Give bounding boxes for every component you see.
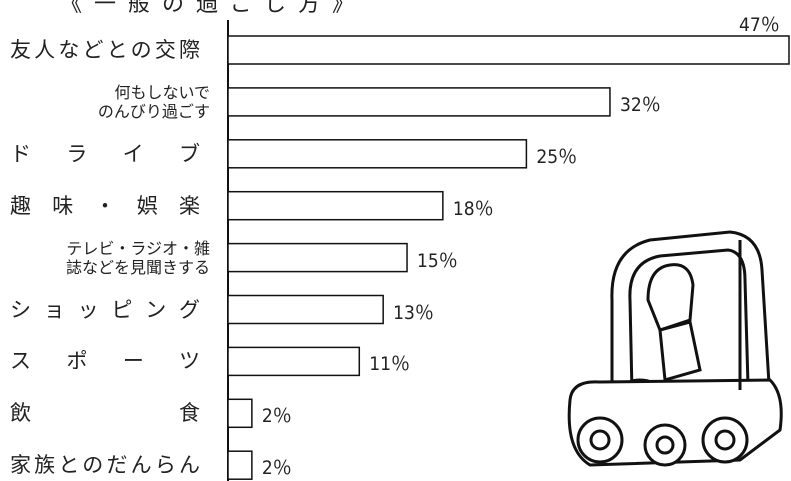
category-label: 友人などとの交際 [10,38,200,62]
category-label: ドライブ [10,142,200,166]
category-label: スポーツ [10,349,200,373]
value-label: 2％ [262,453,292,480]
value-label: 25％ [536,142,577,169]
category-label: 飲食 [10,401,200,425]
car-illustration [569,232,781,465]
bar [228,36,789,64]
chart: 《一般の過ごし方》 友人などとの交際47％何もしないで のんびり過ごす32％ドラ… [0,0,791,481]
bar [228,88,610,116]
category-label: テレビ・ラジオ・雑 誌などを見聞きする [10,239,210,277]
bar [228,399,252,427]
bar [228,192,443,220]
category-label: 趣味・娯楽 [10,194,200,218]
value-label: 47％ [739,10,780,37]
value-label: 32％ [620,90,661,117]
bar [228,140,526,168]
value-label: 2％ [262,401,292,428]
bar [228,296,383,324]
bar [228,347,359,375]
value-label: 11％ [369,349,410,376]
category-label: ショッピング [10,298,200,322]
value-label: 15％ [417,246,458,273]
category-label: 何もしないで のんびり過ごす [10,83,210,121]
category-label: 家族とのだんらん [10,453,200,477]
value-label: 18％ [453,194,494,221]
bar [228,451,252,479]
bar [228,244,407,272]
value-label: 13％ [393,298,434,325]
